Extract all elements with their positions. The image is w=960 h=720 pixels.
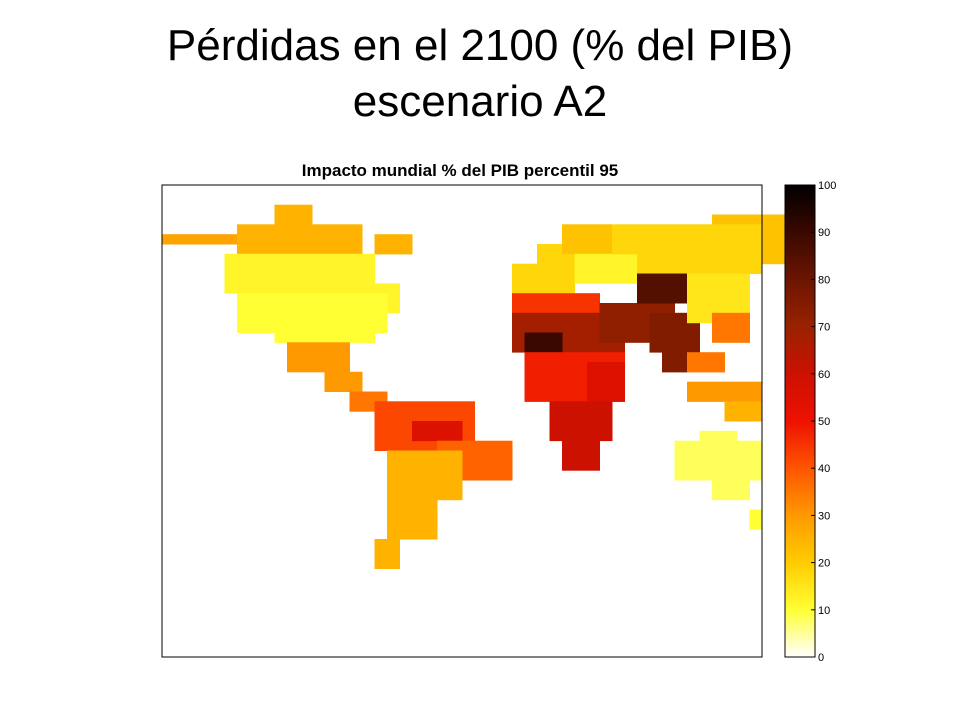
heatmap-cell-india [662,352,688,373]
heatmap-cell-alaska [162,234,238,245]
colorbar-tick-label: 20 [818,558,830,570]
heatmap-cell-russia [637,253,763,274]
colorbar [784,184,816,658]
heatmap-cell-russia [612,224,763,255]
heatmap-cell-mexico [287,342,350,373]
colorbar-tick-label: 60 [818,369,830,381]
colorbar-ticks: 0 10 20 30 40 50 60 70 80 90 100 [811,180,836,664]
heatmap-cell-sahara-core [524,332,563,353]
colorbar-tick-label: 50 [818,416,830,428]
heatmap-cell-east-africa [587,362,625,402]
slide-title-line-1: Pérdidas en el 2100 (% del PIB) [166,21,794,70]
heatmap-cell-canada-north [274,204,313,225]
heatmap-cell-south-america-south [387,499,438,540]
colorbar-tick-label: 10 [818,605,830,617]
heatmap-cell-canada-north [237,224,363,255]
heatmap-cell-new-guinea [724,401,763,422]
slide-title-line-2: escenario A2 [352,77,608,126]
colorbar-tick-label: 40 [818,463,830,475]
heatmap-cell-mediterranean [512,293,600,314]
heatmap-cell-australia [674,440,763,481]
heatmap-cell-southern-africa [562,440,600,471]
heatmap-cell-australia [699,430,738,442]
heatmap-cell-australia [712,480,750,501]
heatmap-cell-mexico [324,371,363,392]
colorbar-tick-label: 80 [818,274,830,286]
heatmap-cell-south-america-south [387,450,463,501]
colorbar-tick-label: 100 [818,180,836,192]
heatmap-cell-se-asia [712,312,750,343]
colorbar-tick-label: 70 [818,322,830,334]
heatmap-cell-central-asia [637,273,688,304]
heatmap-cell-south-america-south [374,539,400,569]
colorbar-tick-label: 0 [818,652,824,664]
slide-title: Pérdidas en el 2100 (% del PIB) escenari… [0,18,960,130]
heatmap-cell-new-zealand [749,509,763,530]
heatmap-cell-indonesia [687,381,763,402]
heatmap-cells [162,204,813,569]
chart-title: Impacto mundial % del PIB percentil 95 [302,161,618,180]
colorbar-tick-label: 90 [818,227,830,239]
heatmap-cell-southern-africa [549,401,613,442]
heatmap-cell-scandinavia [562,224,613,255]
heatmap-cell-usa [274,322,375,343]
colorbar-tick-label: 30 [818,510,830,522]
heatmap-cell-se-asia [687,352,725,373]
heatmap-cell-south-america-amazon [412,421,463,442]
heatmap-cell-canada-north [374,234,413,255]
heatmap-cell-europe-west [512,263,575,294]
map-frame [161,184,763,658]
